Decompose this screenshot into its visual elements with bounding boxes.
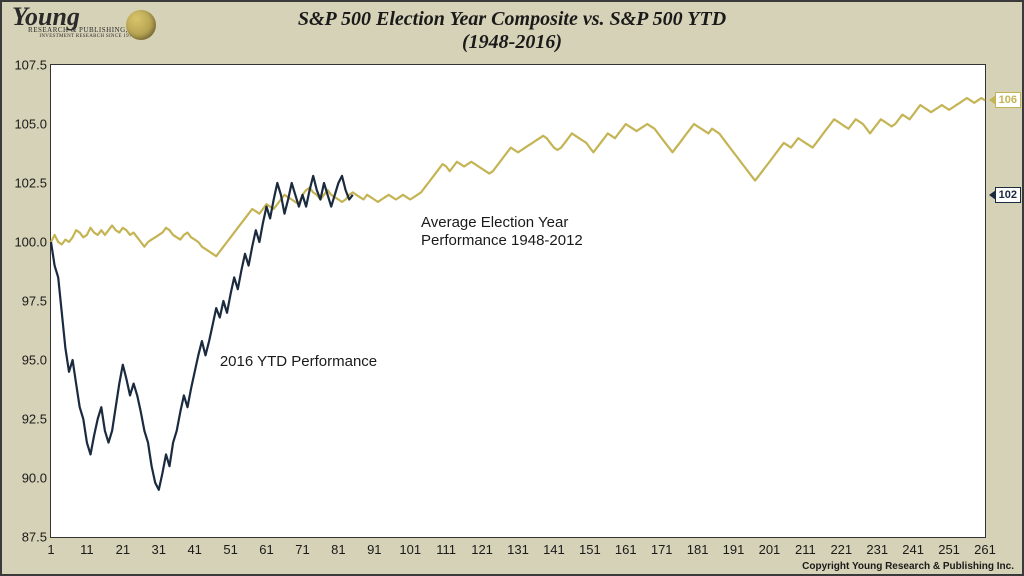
x-axis-tick: 181 bbox=[687, 542, 709, 557]
x-axis-tick: 11 bbox=[80, 542, 94, 557]
y-axis-tick: 90.0 bbox=[9, 471, 47, 486]
x-axis-tick: 211 bbox=[795, 542, 816, 557]
x-axis-tick: 201 bbox=[759, 542, 781, 557]
y-axis-tick: 105.0 bbox=[9, 117, 47, 132]
line-svg bbox=[51, 65, 985, 537]
y-axis-tick: 100.0 bbox=[9, 235, 47, 250]
end-label-composite: 106 bbox=[995, 92, 1021, 108]
end-label-ytd2016: 102 bbox=[995, 187, 1021, 203]
y-axis-tick: 95.0 bbox=[9, 353, 47, 368]
x-axis-tick: 91 bbox=[367, 542, 381, 557]
x-axis-tick: 21 bbox=[116, 542, 130, 557]
x-axis-tick: 31 bbox=[152, 542, 166, 557]
x-axis-tick: 131 bbox=[507, 542, 529, 557]
chart-frame: Young RESEARCH & PUBLISHING, INC. INVEST… bbox=[0, 0, 1024, 576]
x-axis-tick: 161 bbox=[615, 542, 637, 557]
x-axis-tick: 41 bbox=[187, 542, 201, 557]
y-axis-tick: 102.5 bbox=[9, 176, 47, 191]
x-axis-tick: 1 bbox=[47, 542, 54, 557]
plot-area: 87.590.092.595.097.5100.0102.5105.0107.5… bbox=[50, 64, 986, 538]
x-axis-tick: 151 bbox=[579, 542, 601, 557]
x-axis-tick: 231 bbox=[866, 542, 888, 557]
x-axis-tick: 51 bbox=[223, 542, 237, 557]
x-axis-tick: 241 bbox=[902, 542, 924, 557]
ann_ytd: 2016 YTD Performance bbox=[220, 353, 377, 372]
x-axis-tick: 191 bbox=[723, 542, 745, 557]
series-ytd2016 bbox=[51, 176, 353, 490]
x-axis-tick: 71 bbox=[295, 542, 309, 557]
x-axis-tick: 251 bbox=[938, 542, 960, 557]
publisher-logo: Young RESEARCH & PUBLISHING, INC. INVEST… bbox=[12, 8, 162, 56]
ann_composite: Average Election Year Performance 1948-2… bbox=[421, 214, 583, 252]
x-axis-tick: 111 bbox=[436, 542, 456, 557]
copyright-text: Copyright Young Research & Publishing In… bbox=[802, 561, 1014, 572]
x-axis-tick: 61 bbox=[259, 542, 273, 557]
x-axis-tick: 121 bbox=[471, 542, 493, 557]
x-axis-tick: 261 bbox=[974, 542, 996, 557]
y-axis-tick: 97.5 bbox=[9, 294, 47, 309]
x-axis-tick: 171 bbox=[651, 542, 673, 557]
x-axis-tick: 221 bbox=[830, 542, 852, 557]
y-axis-tick: 92.5 bbox=[9, 412, 47, 427]
x-axis-tick: 141 bbox=[543, 542, 565, 557]
x-axis-tick: 81 bbox=[331, 542, 345, 557]
y-axis-tick: 107.5 bbox=[9, 58, 47, 73]
y-axis-tick: 87.5 bbox=[9, 530, 47, 545]
globe-icon bbox=[126, 10, 156, 40]
x-axis-tick: 101 bbox=[399, 542, 421, 557]
